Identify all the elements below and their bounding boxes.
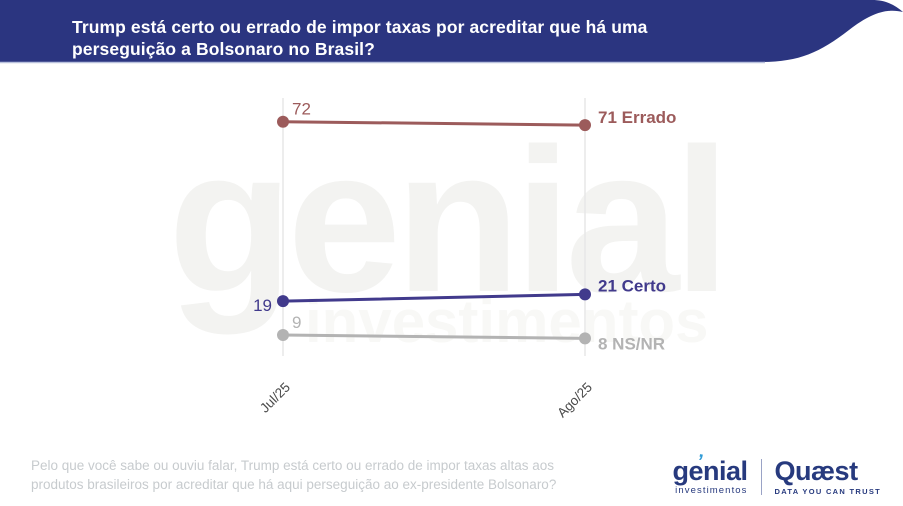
genial-logo-wordmark: genial [672,455,749,486]
data-point-certo-last [579,288,591,301]
series-label-certo: 21 Certo [598,276,666,295]
quaest-logo-tagline: DATA YOU CAN TRUST [774,486,881,496]
quaest-logo: Quæst DATA YOU CAN TRUST [774,456,881,496]
data-point-errado-last [579,119,591,132]
genial-logo: ’ genial investimentos [672,450,749,496]
series-label-ns-nr: 8 NS/NR [598,334,665,353]
survey-question-footnote: Pelo que você sabe ou ouviu falar, Trump… [31,458,557,492]
x-axis-label: Ago/25 [554,380,595,421]
quaest-logo-wordmark: Quæst [774,456,859,487]
value-label-ns-nr-first: 9 [292,313,301,332]
branding-row: ’ genial investimentos Quæst DATA YOU CA… [672,450,881,496]
series-label-errado: 71 Errado [598,108,676,127]
header-band: Trump está certo ou errado de impor taxa… [0,0,903,70]
gridlines-group [282,98,586,356]
series-line-ns-nr [281,333,587,340]
x-axis-label: Jul/25 [257,380,293,416]
genial-watermark-text: genial [168,106,730,335]
data-point-errado-first [277,115,289,128]
logo-divider [760,459,762,496]
data-point-ns-nr-first [277,329,289,342]
data-point-certo-first [277,295,289,308]
value-label-errado-first: 72 [292,100,311,119]
series-group: 72 71 Errado 19 21 Certo 9 8 NS/NR [253,100,676,354]
series-line-errado [281,120,587,127]
header-swoosh-shape [0,0,903,64]
investimentos-watermark-text: investimentos [305,288,709,355]
axis-labels-group: Jul/25 Ago/25 [257,380,595,421]
data-point-ns-nr-last [579,332,591,345]
series-line-certo [281,292,587,303]
page-title: Trump está certo ou errado de impor taxa… [72,17,648,60]
value-label-certo-first: 19 [253,296,272,315]
genial-logo-tagline: investimentos [675,485,748,496]
